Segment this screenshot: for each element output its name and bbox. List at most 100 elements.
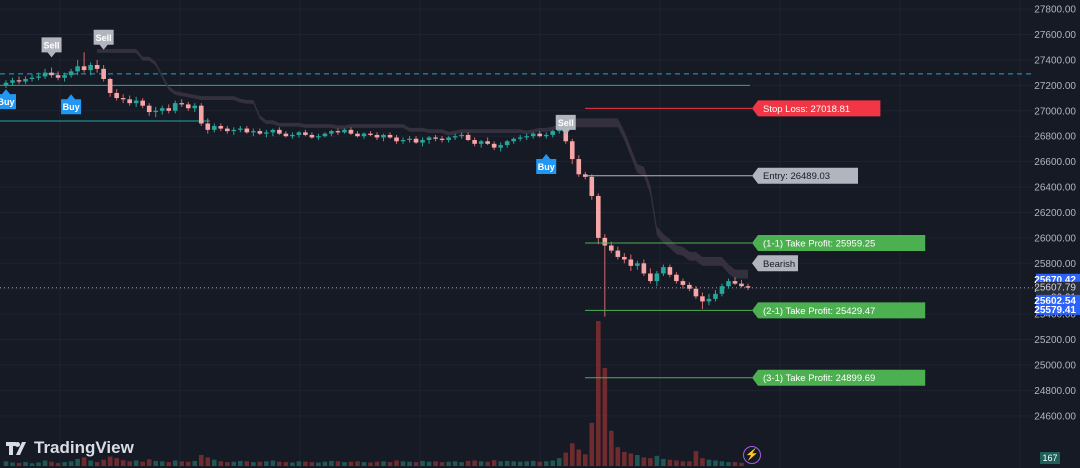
axis-tick-label: 26600.00 <box>1034 157 1076 168</box>
volume-bar <box>205 457 211 466</box>
volume-bar <box>374 461 380 466</box>
volume-bar <box>680 461 686 466</box>
candle-body <box>172 103 178 111</box>
volume-bar <box>309 462 315 466</box>
candle-body <box>667 267 673 275</box>
candle-body <box>283 133 289 137</box>
buy-text: Buy <box>0 97 15 107</box>
candle-body <box>381 134 386 138</box>
candle-body <box>732 281 738 284</box>
candle-body <box>446 137 451 141</box>
candle-body <box>159 108 165 111</box>
candle-body <box>309 134 315 138</box>
candle-body <box>719 286 725 294</box>
volume-bar <box>465 460 471 466</box>
take-profit-3-label: (3-1) Take Profit: 24899.69 <box>752 369 926 386</box>
candle-body <box>524 136 530 138</box>
price-label-mid-box <box>1036 294 1080 306</box>
candle-body <box>517 137 523 139</box>
sell-tag <box>41 37 62 58</box>
candle-body <box>674 274 679 282</box>
candle-body <box>615 250 621 257</box>
volume-bar <box>296 461 302 466</box>
entry-label: Entry: 26489.03 <box>752 167 858 184</box>
take-profit-2-tag <box>752 302 926 319</box>
price-axis[interactable]: 27800.00 27600.00 27400.00 27200.00 27000.00… <box>1034 5 1080 464</box>
bearish-label: Bearish <box>752 255 798 272</box>
buy-signal: Buy <box>61 94 82 115</box>
volume-bar <box>133 460 139 466</box>
volume-bar <box>361 462 367 466</box>
candle-body <box>433 137 438 139</box>
volume-bar <box>277 461 282 466</box>
buy-tag <box>61 94 82 115</box>
candle-body <box>374 134 380 138</box>
volume-bar <box>62 462 67 466</box>
axis-tick-label: 24800.00 <box>1034 386 1076 397</box>
volume-bar <box>264 461 269 466</box>
candle-body <box>81 66 87 71</box>
candle-body <box>42 72 48 77</box>
price-label-mid-text: 25602.54 <box>1034 296 1076 307</box>
candle-body <box>153 110 159 113</box>
buy-signal: Buy <box>536 153 557 174</box>
volume-bar <box>329 460 334 466</box>
candle-body <box>127 99 132 104</box>
candle-body <box>700 296 705 302</box>
entry-text: Entry: 26489.03 <box>763 171 830 182</box>
candle-body <box>88 65 93 71</box>
volume-bar <box>322 461 328 466</box>
candle-body <box>622 256 627 260</box>
volume-bar <box>185 461 191 466</box>
current-price-text: 25607.79 <box>1034 283 1076 294</box>
volume-bar <box>224 462 230 466</box>
candle-body <box>179 103 185 105</box>
volume-bar <box>413 462 419 466</box>
volume-bar <box>667 459 673 466</box>
candle-body <box>244 128 250 133</box>
take-profit-2-label: (2-1) Take Profit: 25429.47 <box>752 302 926 319</box>
candle-body <box>491 143 497 148</box>
candle-body <box>316 136 321 138</box>
candle-body <box>133 100 139 104</box>
volume-bar <box>537 461 543 466</box>
candle-body <box>3 82 9 86</box>
volume-bar <box>42 460 48 466</box>
volume-bar <box>198 455 204 466</box>
entry-tag <box>752 167 858 184</box>
volume-bar <box>303 461 308 466</box>
candle-body <box>426 137 432 141</box>
lightning-icon[interactable]: ⚡ <box>743 446 761 464</box>
volume-bar <box>238 460 243 466</box>
volume-bar <box>140 461 145 466</box>
volume-badge: 167 <box>1040 452 1060 464</box>
volume-bar <box>348 461 354 466</box>
take-profit-2-text: (2-1) Take Profit: 25429.47 <box>763 306 875 317</box>
volume-bar <box>283 462 289 466</box>
price-label-upper: 25670.42 <box>1034 273 1080 286</box>
axis-tick-label: 27200.00 <box>1034 81 1076 92</box>
price-label-lower: 25579.41 <box>1034 303 1080 316</box>
candle-body <box>231 129 237 132</box>
axis-tick-label: 26800.00 <box>1034 132 1076 143</box>
axis-tick-label: 27600.00 <box>1034 30 1076 41</box>
candle-body <box>75 66 80 72</box>
candle-body <box>478 141 484 144</box>
volume-bar <box>381 461 386 466</box>
axis-tick-label: 27800.00 <box>1034 5 1076 16</box>
volume-bar <box>517 461 523 466</box>
volume-bar <box>172 460 178 466</box>
candle-body <box>595 195 601 238</box>
volume-bar <box>36 462 41 466</box>
volume-bar <box>713 460 718 466</box>
candle-body <box>661 267 666 274</box>
candle-body <box>459 134 464 137</box>
candle-body <box>654 273 660 282</box>
candle-body <box>62 75 67 78</box>
candle-body <box>211 126 217 130</box>
price-label-lower-text: 25579.41 <box>1034 305 1076 316</box>
volume-bar <box>192 460 198 466</box>
stop-loss-tag <box>752 100 881 117</box>
